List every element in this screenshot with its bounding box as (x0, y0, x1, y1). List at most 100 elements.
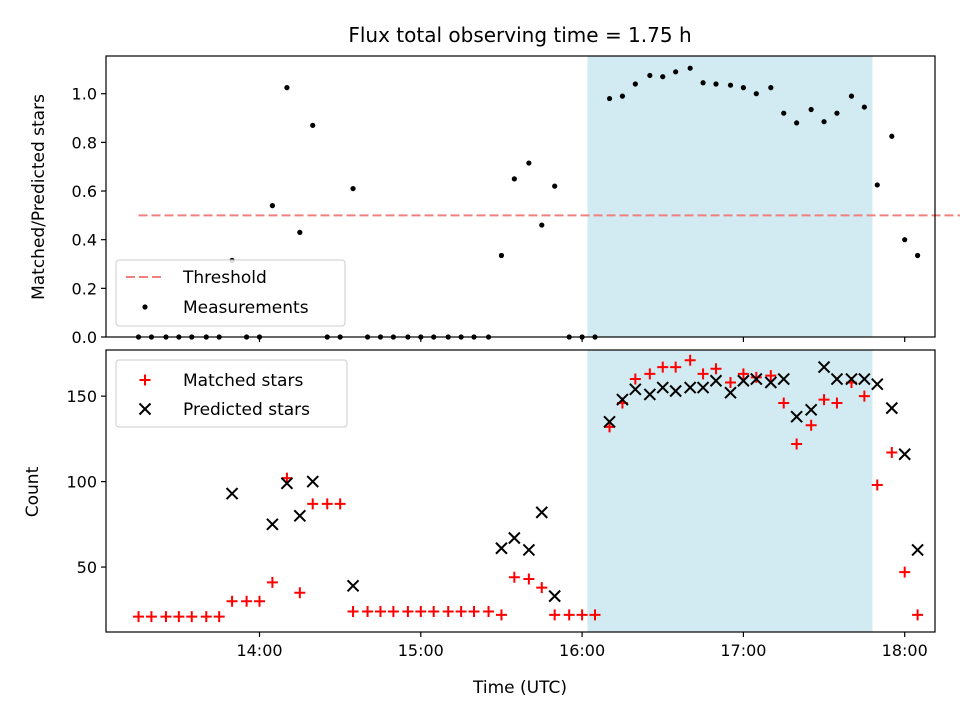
predicted-star-point (306, 475, 319, 488)
matched-star-point (657, 361, 669, 373)
measurement-point (606, 95, 613, 102)
measurement-point (713, 81, 719, 87)
measurement-point (902, 237, 908, 243)
matched-star-point (737, 368, 749, 380)
matched-star-point (858, 390, 870, 402)
measurement-point (310, 122, 316, 128)
y-tick-label: 50 (77, 558, 97, 577)
legend-measurement-label: Measurements (183, 298, 309, 318)
measurement-point (619, 93, 626, 99)
matched-star-point (145, 611, 157, 623)
measurement-point (539, 222, 545, 228)
matched-star-point (213, 611, 225, 623)
y-tick-label: 150 (66, 387, 97, 406)
matched-star-point (576, 609, 588, 621)
predicted-star-point (629, 383, 642, 396)
predicted-star-point (495, 542, 508, 555)
matched-star-point (428, 605, 440, 617)
predicted-star-point (266, 518, 279, 531)
predicted-star-point (885, 401, 899, 415)
predicted-star-point (750, 372, 763, 386)
matched-star-point (294, 587, 306, 599)
matched-star-point (160, 611, 172, 623)
matched-star-point (778, 397, 790, 409)
measurement-point (660, 74, 666, 80)
matched-star-point (334, 498, 346, 510)
measurement-point (632, 81, 638, 87)
predicted-star-point (845, 372, 858, 386)
matched-star-point (818, 394, 830, 406)
matched-star-point (886, 447, 898, 459)
measurement-point (834, 110, 840, 116)
matched-star-point (402, 605, 414, 617)
x-tick-label: 17:00 (720, 641, 766, 660)
axes-frame (105, 349, 936, 633)
predicted-star-point (871, 377, 884, 391)
y-tick-label: 0.4 (72, 231, 97, 250)
measurement-point (700, 80, 706, 86)
measurement-point (526, 160, 532, 166)
matched-star-point (495, 609, 507, 621)
legend-threshold-label: Threshold (182, 268, 267, 288)
measurement-point (768, 85, 774, 91)
measurement-point (350, 185, 356, 192)
measurement-point (284, 85, 290, 91)
predicted-star-point (643, 388, 657, 401)
predicted-star-point (764, 376, 778, 389)
matched-star-point (281, 472, 293, 484)
measurement-point (687, 65, 693, 71)
predicted-star-point (669, 384, 682, 398)
predicted-star-point (535, 506, 548, 519)
matched-star-point (442, 605, 454, 617)
axes-frame (105, 55, 936, 338)
matched-star-point (765, 370, 777, 382)
x-tick-label: 14:00 (236, 641, 282, 660)
legend-measurement-swatch (142, 304, 148, 310)
x-axis-label: Time (UTC) (472, 678, 567, 698)
legend-box (115, 359, 348, 428)
matched-star-point (374, 605, 386, 617)
matched-star-point (589, 609, 601, 621)
y-tick-label: 0.8 (72, 133, 97, 152)
predicted-star-point (603, 415, 616, 428)
predicted-star-point (225, 487, 239, 500)
measurement-point (552, 183, 558, 189)
legend-box (115, 259, 346, 327)
predicted-star-point (656, 381, 669, 394)
predicted-star-point (898, 448, 911, 461)
chart-title: Flux total observing time = 1.75 h (348, 23, 691, 47)
predicted-star-point (683, 381, 697, 394)
legend-predicted-swatch (138, 402, 152, 416)
predicted-star-point (280, 477, 294, 490)
legend-predicted-label: Predicted stars (183, 400, 310, 420)
y-tick-label: 0.2 (72, 279, 97, 298)
measurement-point (861, 104, 867, 110)
matched-star-point (724, 376, 736, 388)
y-tick-label: 0.0 (72, 328, 97, 347)
matched-star-point (684, 354, 696, 366)
predicted-star-point (804, 403, 818, 417)
matched-star-point (307, 498, 319, 510)
matched-star-point (266, 576, 278, 588)
matched-star-point (912, 609, 924, 621)
matched-star-point (241, 595, 253, 607)
matched-star-point (629, 373, 641, 385)
x-tick-label: 16:00 (559, 641, 605, 660)
measurement-point (781, 110, 787, 116)
measurement-point (297, 229, 303, 235)
measurement-point (740, 85, 747, 91)
matched-star-point (200, 611, 212, 623)
matched-star-point (710, 363, 722, 375)
matched-star-point (347, 605, 359, 617)
matched-star-point (415, 605, 427, 617)
matched-star-point (254, 595, 265, 607)
matched-star-point (831, 397, 843, 409)
predicted-star-point (777, 372, 790, 386)
measurement-point (498, 252, 505, 259)
measurement-point (673, 69, 679, 75)
predicted-star-point (508, 531, 521, 545)
legend-matched-swatch (139, 374, 151, 386)
measurement-point (647, 72, 653, 79)
bottom-y-axis-label: Count (23, 466, 43, 517)
